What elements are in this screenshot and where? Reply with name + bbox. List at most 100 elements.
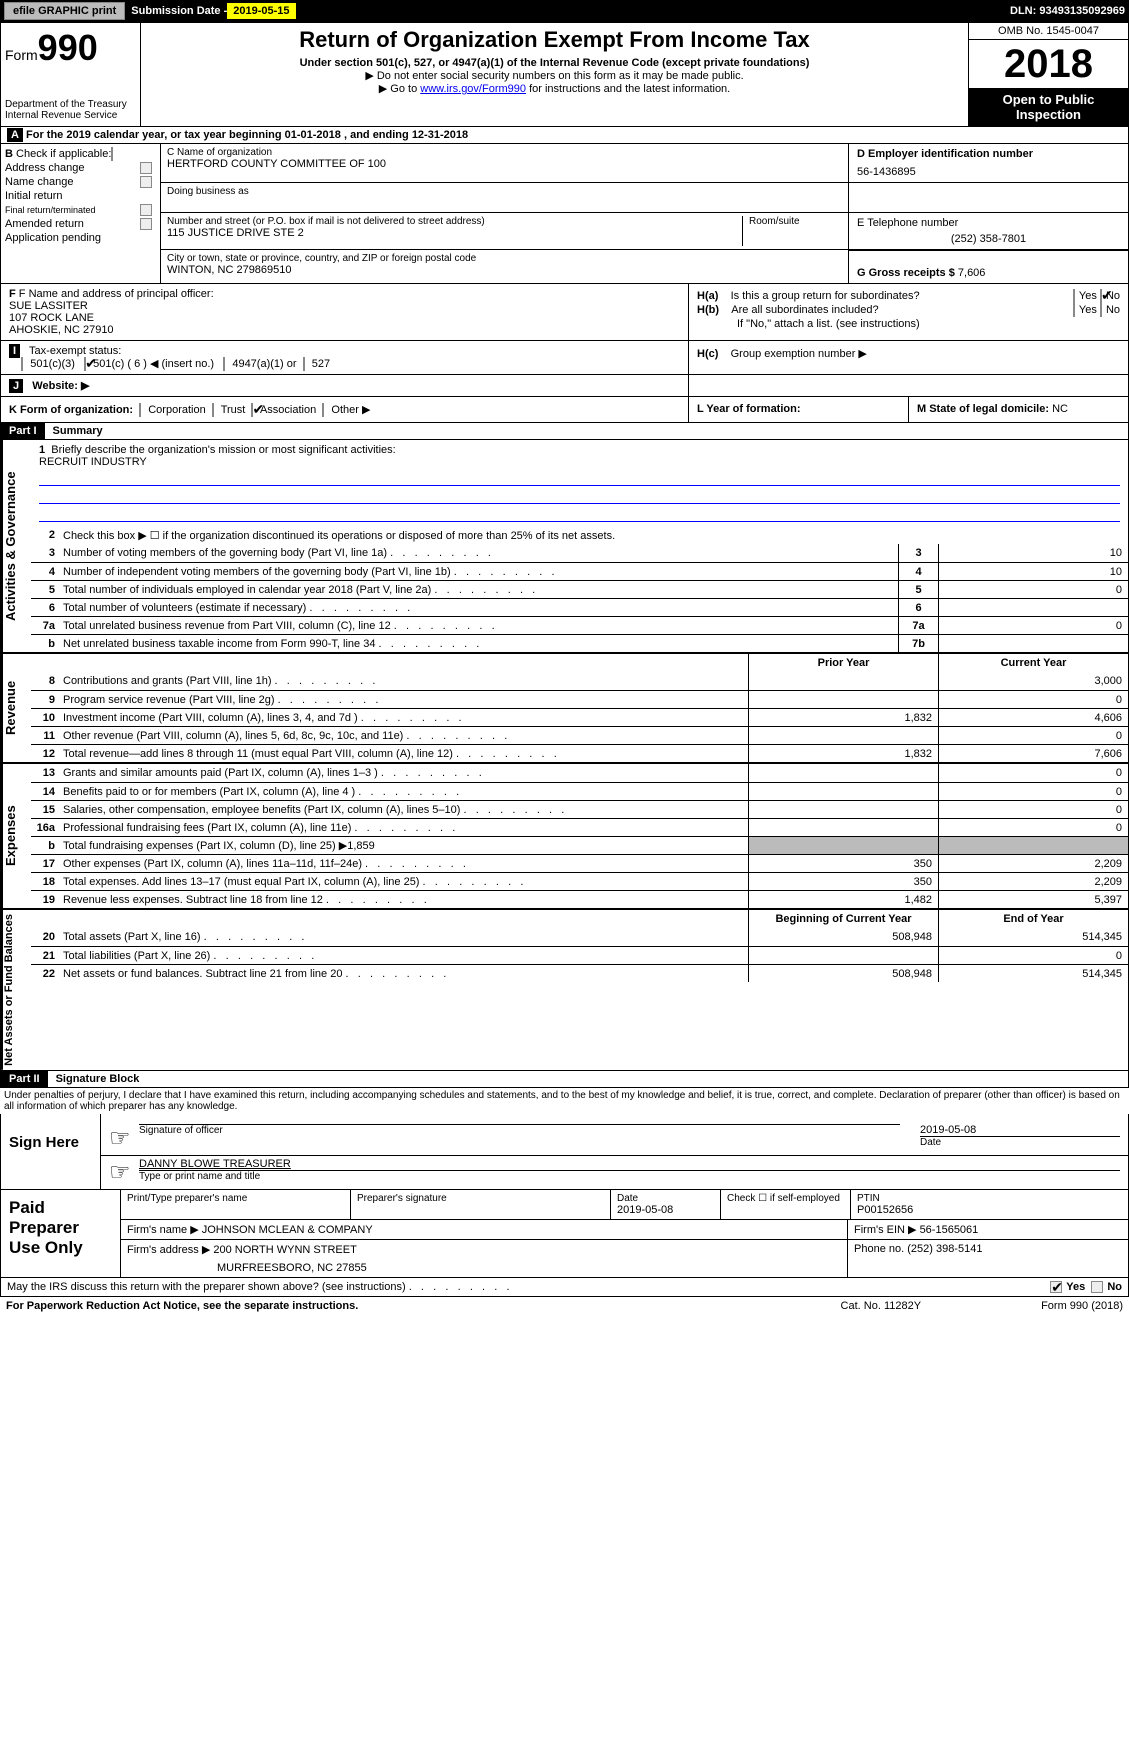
checkbox[interactable] [111,147,113,161]
ha-label: Is this a group return for subordinates? [731,290,920,302]
self-employed-label: Check ☐ if self-employed [721,1190,851,1219]
year-mid: , and ending [344,129,412,141]
initial-return: Initial return [5,190,62,202]
efile-print-button[interactable]: efile GRAPHIC print [4,2,125,20]
discuss-row: May the IRS discuss this return with the… [0,1278,1129,1297]
address-change: Address change [5,162,85,174]
officer-addr1: 107 ROCK LANE [9,312,680,324]
phone-value: (252) 358-7801 [857,233,1120,245]
expenses-tab: Expenses [1,764,31,908]
irs-link[interactable]: www.irs.gov/Form990 [420,83,526,95]
checkbox[interactable] [322,403,324,417]
checkbox[interactable] [1073,289,1075,303]
yes-label: Yes [1066,1281,1085,1293]
gross-receipts-label: G Gross receipts $ [857,267,958,279]
prior-year-hdr: Prior Year [748,654,938,672]
open-to-public: Open to Public Inspection [969,88,1128,126]
name-change: Name change [5,176,74,188]
section-klm: K Form of organization: Corporation Trus… [0,397,1129,423]
form-footer: Form 990 (2018) [1041,1300,1123,1312]
irs-label: Internal Revenue Service [5,110,136,121]
year-begin: 01-01-2018 [285,129,341,141]
checkbox[interactable] [303,357,305,371]
no-label: No [1107,1281,1122,1293]
501c: 501(c) ( 6 ) ◀ (insert no.) [93,358,214,370]
checkbox-checked[interactable] [1050,1281,1062,1293]
sign-here-label: Sign Here [1,1114,101,1189]
yes-label: Yes [1079,290,1097,302]
other: Other ▶ [331,404,370,416]
hb-note: If "No," attach a list. (see instruction… [697,318,1120,330]
yes-label: Yes [1079,304,1097,316]
firm-phone-label: Phone no. [854,1243,907,1255]
state-domicile-value: NC [1052,403,1068,415]
officer-label: F Name and address of principal officer: [19,288,214,300]
firm-phone: (252) 398-5141 [907,1243,982,1255]
checkbox[interactable] [1100,303,1102,317]
state-domicile-label: M State of legal domicile: [917,403,1052,415]
paperwork-notice: For Paperwork Reduction Act Notice, see … [6,1300,358,1312]
phone-label: E Telephone number [857,217,1120,229]
part-1-header: Part I Summary [0,423,1129,440]
checkbox-checked[interactable] [1100,289,1102,303]
tax-exempt-label: Tax-exempt status: [29,345,121,357]
mission-label: Briefly describe the organization's miss… [51,444,395,456]
street-address: 115 JUSTICE DRIVE STE 2 [167,227,742,239]
dba-label: Doing business as [167,186,842,197]
amended-return: Amended return [5,218,84,230]
gross-receipts-value: 7,606 [958,267,986,279]
form-subtitle-1: Under section 501(c), 527, or 4947(a)(1)… [151,57,958,69]
501c3: 501(c)(3) [30,358,75,370]
cat-no: Cat. No. 11282Y [841,1300,922,1312]
tax-year: 2018 [969,40,1128,88]
firm-addr-label: Firm's address ▶ [127,1244,210,1256]
date-label: Date [920,1136,1120,1148]
sign-here-section: Sign Here ☞ Signature of officer 2019-05… [0,1114,1129,1190]
checkbox[interactable] [140,176,152,188]
prep-date: 2019-05-08 [617,1204,714,1216]
checkbox[interactable] [1091,1281,1103,1293]
form-title: Return of Organization Exempt From Incom… [151,27,958,53]
checkbox[interactable] [140,218,152,230]
check-applicable-label: Check if applicable: [16,148,111,160]
netassets-tab: Net Assets or Fund Balances [1,910,31,1070]
checkbox[interactable] [1073,303,1075,317]
checkbox[interactable] [212,403,214,417]
room-label: Room/suite [749,216,842,227]
form-number: 990 [38,27,98,68]
firm-ein: 56-1565061 [920,1224,979,1236]
mission-text: RECRUIT INDUSTRY [39,456,1120,468]
ein-value: 56-1436895 [857,166,1120,178]
firm-addr1: 200 NORTH WYNN STREET [213,1244,356,1256]
checkbox[interactable] [21,357,23,371]
part-2-header: Part II Signature Block [0,1071,1129,1088]
checkbox[interactable] [139,403,141,417]
officer-addr2: AHOSKIE, NC 27910 [9,324,680,336]
prep-sig-hdr: Preparer's signature [351,1190,611,1219]
goto-post: for instructions and the latest informat… [526,83,730,95]
line2-text: Check this box ▶ ☐ if the organization d… [59,527,1128,544]
trust: Trust [221,404,246,416]
form-header: Form990 Department of the Treasury Inter… [0,22,1129,127]
final-return: Final return/terminated [5,205,96,215]
year-formation-label: L Year of formation: [697,403,801,415]
current-year-hdr: Current Year [938,654,1128,672]
officer-name-title: DANNY BLOWE TREASURER [139,1158,1120,1170]
part1-title: Summary [45,423,111,439]
submission-date: 2019-05-15 [227,3,295,19]
summary-table: Activities & Governance 1 Briefly descri… [0,440,1129,1071]
checkbox-checked[interactable] [84,357,86,371]
org-name-label: C Name of organization [167,147,842,158]
checkbox[interactable] [140,162,152,174]
discuss-text: May the IRS discuss this return with the… [7,1281,510,1293]
checkbox-checked[interactable] [251,403,253,417]
checkbox[interactable] [223,357,225,371]
org-name: HERTFORD COUNTY COMMITTEE OF 100 [167,158,842,170]
city-label: City or town, state or province, country… [167,253,842,264]
hc-label: Group exemption number ▶ [731,348,867,360]
ptin-value: P00152656 [857,1204,1122,1216]
section-b-to-g: B Check if applicable: Address change Na… [0,144,1129,284]
paid-preparer-label: Paid Preparer Use Only [1,1190,121,1277]
year-pre: For the 2019 calendar year, or tax year … [26,129,285,141]
checkbox[interactable] [140,204,152,216]
